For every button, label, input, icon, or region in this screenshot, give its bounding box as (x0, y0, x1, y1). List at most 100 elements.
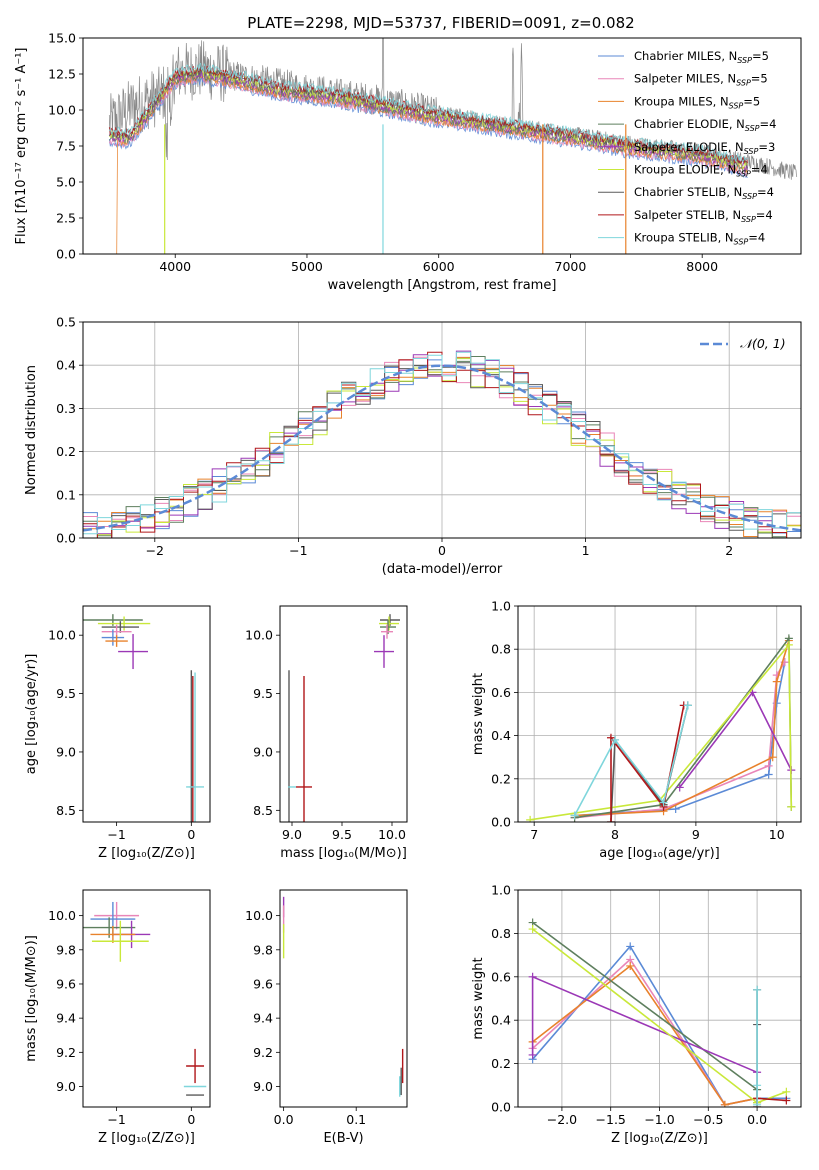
weight-line (573, 705, 689, 816)
x-tick-label: 4000 (159, 259, 191, 274)
legend-entry-end: =4 (751, 163, 768, 177)
y-tick-label: 0.6 (491, 969, 511, 984)
y-axis-label: Flux [fλ10⁻¹⁷ erg cm⁻² s⁻¹ A⁻¹] (14, 48, 29, 245)
normal-curve (83, 364, 801, 532)
y-tick-label: 9.0 (56, 744, 76, 759)
residual-histogram (83, 351, 801, 538)
error-bar-point (91, 920, 149, 962)
weight-marker (528, 1050, 537, 1059)
weight-marker (528, 972, 537, 981)
y-tick-label: 0.0 (56, 247, 76, 262)
x-axis-label: Z [log₁₀(Z/Z⊙)] (611, 1131, 708, 1146)
x-tick-label: 9 (692, 827, 700, 842)
x-tick-label: −1.0 (644, 1112, 674, 1127)
legend-entry-main: Kroupa MILES, N (634, 94, 729, 108)
age_vs_z-plot-area (83, 614, 205, 822)
weight-marker (753, 1100, 762, 1107)
y-tick-label: 9.0 (253, 1079, 273, 1094)
weight-line (532, 958, 758, 1106)
axes-frame (517, 889, 802, 1108)
axes-frame (82, 37, 802, 255)
y-tick-label: 12.5 (48, 67, 76, 82)
weight_vs_z-plot-area (528, 918, 791, 1107)
y-tick-label: 10.0 (48, 908, 76, 923)
spectrum-plot-area (108, 38, 798, 254)
model-spectrum-line (108, 62, 748, 162)
x-tick-label: 9.0 (282, 827, 302, 842)
weight-vs-age-panel: 7 8 9 10 0.0 0.2 0.4 0.6 0.8 1.0 age [log₁₀(age/yr… (471, 599, 802, 861)
legend-entry: Kroupa STELIB, NSSP=4 (634, 231, 765, 247)
mass-vs-ebv-panel: 0.0 0.1 9.0 9.2 9.4 9.6 9.8 10.0 E(B-V) (245, 889, 408, 1146)
y-tick-label: 10.0 (48, 628, 76, 643)
y-tick-label: 7.5 (56, 139, 76, 154)
y-tick-label: 0.0 (56, 531, 76, 546)
y-tick-label: 9.4 (56, 1011, 76, 1026)
error-bar-point (101, 621, 140, 633)
y-tick-label: 10.0 (245, 908, 273, 923)
age_vs_mass-plot-area (288, 614, 400, 822)
weight-line (529, 642, 793, 821)
axes-frame (517, 605, 802, 823)
x-tick-label: 8 (611, 827, 619, 842)
legend-entry-main: Salpeter STELIB, N (634, 208, 741, 222)
x-axis-label: mass [log₁₀(M/M⊙)] (280, 846, 407, 861)
y-tick-label: 9.0 (56, 1079, 76, 1094)
legend-entry: Salpeter MILES, NSSP=5 (634, 72, 768, 88)
y-tick-label: 0.6 (491, 685, 511, 700)
y-tick-label: 1.0 (491, 599, 511, 614)
legend-entry-main: Chabrier ELODIE, N (634, 117, 745, 131)
y-tick-label: 0.4 (56, 358, 76, 373)
y-axis-label: mass [log₁₀(M/M⊙)] (24, 935, 39, 1062)
residuals-plot-area (83, 350, 801, 538)
x-tick-label: 0 (187, 827, 195, 842)
legend-entry-end: =5 (752, 49, 769, 63)
x-axis-label: (data-model)/error (382, 562, 503, 577)
x-tick-label: 2 (725, 543, 733, 558)
mass_vs_ebv-plot-area (282, 896, 404, 1097)
error-bar-point (186, 672, 205, 822)
x-tick-label: −1 (107, 827, 125, 842)
x-tick-label: 7 (530, 827, 538, 842)
weight-line (531, 975, 758, 1074)
weight-marker (764, 761, 773, 770)
y-tick-label: 5.0 (56, 175, 76, 190)
weight-series (528, 972, 762, 1077)
x-tick-label: −1.5 (596, 1112, 626, 1127)
legend-entry-end: =3 (758, 140, 775, 154)
error-bar-point (374, 635, 394, 668)
weight-series (526, 640, 796, 822)
weight-marker (626, 961, 635, 970)
weight-marker (606, 733, 615, 742)
x-tick-label: −2 (146, 543, 164, 558)
y-tick-label: 2.5 (56, 211, 76, 226)
legend-entry-main: Chabrier MILES, N (634, 49, 737, 63)
model-spectrum-line (108, 65, 748, 165)
y-tick-label: 9.0 (253, 744, 273, 759)
weight-marker (683, 701, 692, 710)
legend-entry-end: =4 (748, 231, 765, 245)
x-tick-label: −0.5 (693, 1112, 723, 1127)
figure-title: PLATE=2298, MJD=53737, FIBERID=0091, z=0… (247, 14, 634, 32)
model-spectrum-line (108, 70, 748, 173)
legend-entry-end: =4 (760, 117, 777, 131)
weight-marker (768, 753, 777, 762)
weight-marker (753, 985, 762, 994)
legend-entry-sub: SSP (734, 238, 749, 247)
y-tick-label: 9.2 (56, 1045, 76, 1060)
y-tick-label: 0.2 (491, 1056, 511, 1071)
age-vs-metallicity-panel: −1 0 8.5 9.0 9.5 10.0 Z [log₁₀(Z/Z⊙)] age [log₁… (24, 605, 211, 861)
legend-entry-main: Salpeter ELODIE, N (634, 140, 744, 154)
x-tick-label: 8000 (686, 259, 718, 274)
weight-marker (526, 815, 535, 822)
y-tick-label: 9.5 (56, 686, 76, 701)
x-tick-label: −2.0 (547, 1112, 577, 1127)
y-tick-label: 0.4 (491, 728, 511, 743)
error-bar-point (97, 616, 151, 631)
y-tick-label: 9.5 (253, 686, 273, 701)
y-tick-label: 15.0 (48, 31, 76, 46)
weight-marker (720, 1100, 729, 1107)
x-tick-label: 10.0 (378, 827, 406, 842)
weight-marker (659, 798, 668, 807)
weight-marker (606, 818, 615, 822)
error-bar-point (94, 901, 140, 930)
